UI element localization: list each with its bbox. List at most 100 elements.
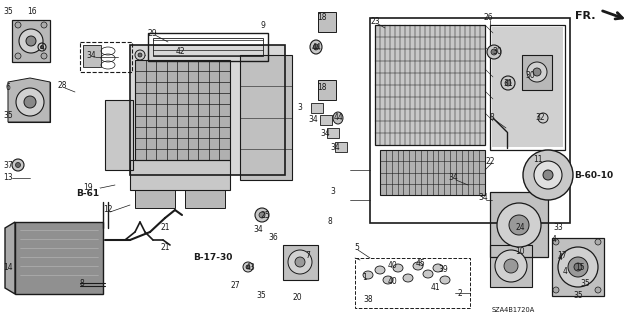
Ellipse shape <box>533 68 541 76</box>
Bar <box>240 55 292 180</box>
Bar <box>522 55 552 90</box>
Bar <box>135 190 175 208</box>
Ellipse shape <box>403 274 413 282</box>
Bar <box>370 18 570 223</box>
Ellipse shape <box>259 212 265 218</box>
Bar <box>135 60 230 160</box>
Ellipse shape <box>310 40 322 54</box>
Bar <box>490 245 532 287</box>
Text: 35: 35 <box>256 291 266 300</box>
Text: 35: 35 <box>573 291 583 300</box>
Bar <box>380 150 485 195</box>
Bar <box>283 245 318 280</box>
Text: 21: 21 <box>160 243 170 253</box>
Ellipse shape <box>314 44 319 50</box>
Text: 35: 35 <box>580 278 590 287</box>
Bar <box>15 222 103 294</box>
Ellipse shape <box>255 208 269 222</box>
Bar <box>318 80 336 100</box>
Text: 34: 34 <box>308 115 318 124</box>
Ellipse shape <box>41 53 47 59</box>
Text: 25: 25 <box>260 211 270 219</box>
Text: FR.: FR. <box>575 11 596 21</box>
Ellipse shape <box>15 53 21 59</box>
Bar <box>105 100 133 170</box>
Text: 39: 39 <box>438 265 448 275</box>
Ellipse shape <box>383 276 393 284</box>
Bar <box>320 115 332 125</box>
Bar <box>375 25 485 145</box>
Bar <box>80 42 132 72</box>
Bar <box>105 100 133 170</box>
Ellipse shape <box>15 162 20 167</box>
Text: 41: 41 <box>430 283 440 292</box>
Ellipse shape <box>19 29 43 53</box>
Ellipse shape <box>41 22 47 28</box>
Text: 33: 33 <box>553 224 563 233</box>
Text: 2: 2 <box>458 288 462 298</box>
Ellipse shape <box>553 239 559 245</box>
Bar <box>130 160 230 190</box>
Bar <box>8 82 50 122</box>
Polygon shape <box>5 222 15 294</box>
Bar <box>380 150 485 195</box>
Text: 34: 34 <box>478 194 488 203</box>
Ellipse shape <box>363 271 373 279</box>
Bar <box>318 12 336 32</box>
Bar <box>283 245 318 280</box>
Text: 37: 37 <box>3 160 13 169</box>
Ellipse shape <box>375 266 385 274</box>
Text: B-60-10: B-60-10 <box>575 170 614 180</box>
Bar <box>335 142 347 152</box>
Text: 23: 23 <box>370 18 380 26</box>
Text: 5: 5 <box>355 243 360 253</box>
Text: 44: 44 <box>333 114 343 122</box>
Bar <box>135 60 230 160</box>
Ellipse shape <box>595 287 601 293</box>
Text: 8: 8 <box>79 278 84 287</box>
Text: 35: 35 <box>3 8 13 17</box>
Ellipse shape <box>295 257 305 267</box>
Text: 40: 40 <box>388 278 398 286</box>
Text: 9: 9 <box>260 20 266 29</box>
Text: 18: 18 <box>317 13 327 23</box>
Bar <box>153 38 263 56</box>
Bar <box>12 20 50 62</box>
Ellipse shape <box>553 287 559 293</box>
Text: 30: 30 <box>492 48 502 56</box>
Ellipse shape <box>509 215 529 235</box>
Text: 4: 4 <box>563 268 568 277</box>
Bar <box>240 55 292 180</box>
Ellipse shape <box>440 276 450 284</box>
Text: 40: 40 <box>388 261 398 270</box>
Text: 4: 4 <box>557 254 563 263</box>
Ellipse shape <box>558 247 598 287</box>
Text: 34: 34 <box>448 174 458 182</box>
Text: 22: 22 <box>485 158 495 167</box>
Ellipse shape <box>595 239 601 245</box>
Ellipse shape <box>527 62 547 82</box>
Ellipse shape <box>423 270 433 278</box>
Text: 7: 7 <box>305 250 310 259</box>
Bar <box>8 82 50 122</box>
Ellipse shape <box>15 22 21 28</box>
Text: 35: 35 <box>3 110 13 120</box>
Ellipse shape <box>501 76 515 90</box>
Text: 42: 42 <box>175 48 185 56</box>
Text: 10: 10 <box>515 248 525 256</box>
Ellipse shape <box>574 263 582 271</box>
Bar <box>318 80 336 100</box>
Text: 15: 15 <box>575 263 585 272</box>
Text: 36: 36 <box>268 233 278 241</box>
Ellipse shape <box>135 50 145 60</box>
Bar <box>522 55 552 90</box>
Ellipse shape <box>16 88 44 116</box>
Ellipse shape <box>495 250 527 282</box>
Ellipse shape <box>333 112 343 124</box>
Text: 14: 14 <box>3 263 13 272</box>
Text: 19: 19 <box>83 182 93 191</box>
Text: 27: 27 <box>230 280 240 290</box>
Ellipse shape <box>497 203 541 247</box>
Text: SZA4B1720A: SZA4B1720A <box>492 307 534 313</box>
Text: 3: 3 <box>298 103 303 113</box>
